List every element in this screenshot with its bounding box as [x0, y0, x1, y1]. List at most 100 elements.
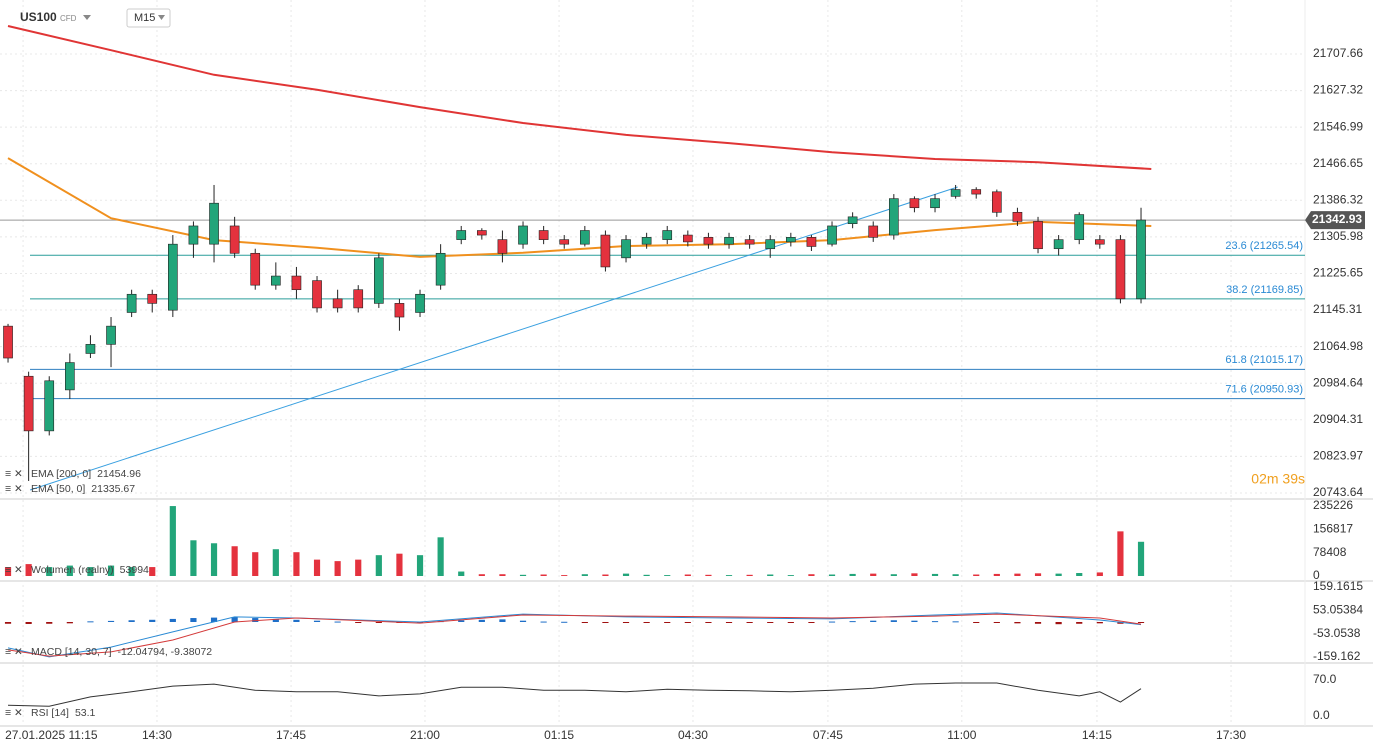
volume-bar — [519, 574, 527, 576]
macd-histogram-bar — [293, 619, 300, 622]
volume-bar — [66, 565, 73, 576]
y-tick-label: 20904.31 — [1313, 412, 1363, 426]
timeframe: M15 — [134, 12, 155, 24]
candle-body — [435, 252, 446, 286]
y-tick-label: 20823.97 — [1313, 449, 1363, 463]
volume-bar — [190, 540, 197, 576]
candle-body — [1136, 219, 1146, 300]
y-tick-label: -159.162 — [1313, 649, 1361, 663]
macd-histogram-bar — [1034, 622, 1042, 624]
volume-bar — [87, 567, 94, 576]
legend-value: 53994 — [120, 564, 149, 576]
volume-bar — [293, 552, 300, 576]
timeframe-box[interactable] — [126, 8, 171, 28]
y-tick-label: 21225.65 — [1313, 266, 1363, 280]
timeframe-dropdown — [158, 15, 165, 20]
volume-bar — [1096, 572, 1103, 576]
macd-histogram-bar — [87, 621, 94, 623]
candle-body — [353, 289, 364, 309]
symbol-dropdown[interactable] — [83, 15, 91, 20]
candle-body — [476, 230, 487, 236]
candle-body — [744, 239, 755, 245]
macd-histogram-bar — [870, 620, 877, 622]
volume-bar — [478, 574, 485, 576]
macd-histogram-bar — [375, 622, 382, 623]
macd-histogram-bar — [499, 619, 506, 622]
candle-body — [394, 303, 405, 318]
candle-body — [518, 225, 528, 245]
legend-value: -12.04794, -9.38072 — [118, 646, 213, 658]
macd-histogram-bar — [622, 622, 630, 623]
volume-bar — [993, 573, 1000, 576]
macd-histogram-bar — [787, 622, 794, 623]
last-price-label: 21342.93 — [1312, 212, 1362, 226]
macd-line — [7, 612, 1142, 658]
candle-body — [85, 344, 96, 354]
y-tick-label: 21707.66 — [1313, 46, 1363, 60]
candle-body — [682, 234, 693, 243]
x-tick-label: 21:00 — [410, 728, 440, 742]
candle-body — [312, 280, 322, 309]
macd-histogram-bar — [149, 619, 156, 622]
legend-icon: ≡ ✕ — [5, 483, 23, 495]
candle-body — [373, 257, 384, 304]
volume-bar — [808, 574, 815, 576]
candle-body — [600, 234, 611, 268]
candle-body — [147, 293, 158, 304]
volume-bar — [705, 574, 712, 576]
last-price-box — [1305, 211, 1365, 230]
y-tick-label: 235226 — [1313, 498, 1353, 512]
x-tick-label: 17:45 — [276, 728, 306, 742]
volume-bar — [4, 567, 12, 576]
candle-body — [3, 325, 13, 359]
candle-body — [188, 225, 199, 245]
fib-label: 23.6 (21265.54) — [1225, 240, 1303, 252]
macd-histogram-bar — [725, 622, 733, 623]
macd-histogram-bar — [684, 622, 691, 623]
candle-body — [1074, 214, 1085, 240]
volume-bar — [1117, 531, 1124, 576]
macd-histogram-bar — [107, 620, 115, 622]
volume-bar — [684, 574, 691, 576]
y-tick-label: 21145.31 — [1313, 302, 1362, 316]
fib-label: 71.6 (20950.93) — [1225, 383, 1303, 395]
legend-icon: ≡ ✕ — [5, 646, 23, 658]
y-tick-label: 21064.98 — [1313, 339, 1363, 353]
candle-body — [44, 380, 55, 432]
legend-name: MACD [14, 30, 7] — [31, 646, 112, 658]
volume-bar — [725, 575, 733, 576]
y-tick-label: 21627.32 — [1313, 83, 1363, 97]
volume-bar — [231, 546, 238, 576]
ema-line — [7, 157, 1152, 258]
macd-histogram-bar — [190, 618, 197, 622]
candle-body — [703, 237, 714, 245]
legend-name: EMA [200, 0] — [31, 468, 91, 480]
macd-histogram-bar — [1014, 622, 1021, 624]
macd-histogram-bar — [1117, 622, 1124, 624]
candle-body — [559, 239, 570, 245]
candle-body — [456, 230, 467, 240]
volume-bar — [313, 559, 321, 576]
candle-body — [888, 198, 899, 236]
volume-bar — [416, 555, 424, 576]
volume-bar — [1034, 573, 1042, 576]
y-tick-label: 0.0 — [1313, 708, 1330, 722]
candle-body — [291, 275, 302, 291]
volume-bar — [664, 575, 671, 576]
macd-histogram-bar — [66, 622, 73, 624]
volume-bar — [952, 574, 959, 576]
candle-body — [229, 225, 240, 254]
instrument-type: CFD — [60, 14, 77, 23]
legend-icon: ≡ ✕ — [5, 564, 23, 576]
macd-histogram-bar — [4, 622, 12, 624]
macd-histogram-bar — [911, 620, 918, 622]
legend-value: 21335.67 — [91, 483, 135, 495]
candle-body — [991, 191, 1002, 213]
macd-histogram-bar — [705, 622, 712, 623]
candle-body — [930, 198, 940, 209]
volume-bar — [272, 549, 279, 576]
x-tick-label: 14:30 — [142, 728, 172, 742]
macd-histogram-bar — [252, 618, 259, 622]
volume-bar — [828, 574, 836, 576]
y-tick-label: 21546.99 — [1313, 119, 1363, 133]
